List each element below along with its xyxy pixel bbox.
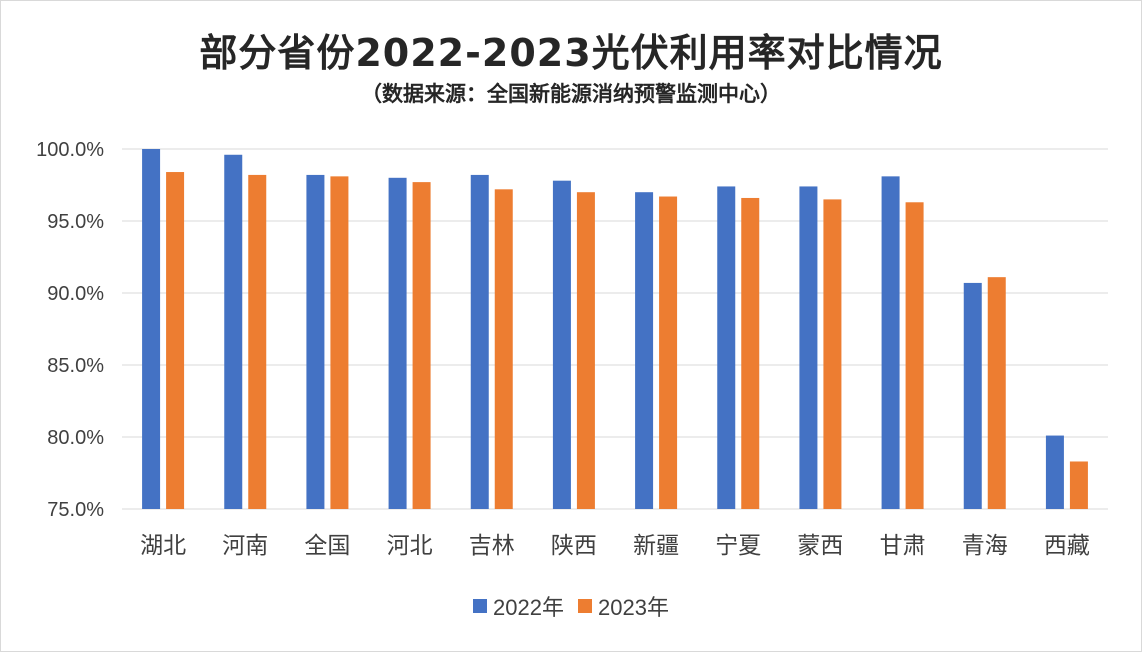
y-tick-label: 100.0%	[36, 139, 104, 161]
x-category-label: 青海	[962, 533, 1008, 559]
legend-swatch-2022	[473, 599, 488, 613]
chart-title: 部分省份2022-2023光伏利用率对比情况	[199, 31, 943, 75]
x-category-label: 河北	[387, 533, 433, 559]
y-tick-label: 75.0%	[47, 499, 104, 521]
bar-2023	[412, 182, 431, 509]
legend-item-2022: 2022年	[473, 590, 564, 622]
x-category-label: 蒙西	[797, 533, 843, 559]
bar-2022	[881, 176, 900, 510]
bar-2022	[1045, 435, 1064, 509]
x-category-label: 河南	[222, 533, 268, 559]
bar-2022	[635, 192, 654, 509]
x-category-label: 湖北	[140, 533, 186, 559]
bar-2022	[552, 180, 571, 509]
x-category-label: 甘肃	[880, 533, 926, 559]
bar-2022	[799, 186, 818, 509]
y-tick-label: 85.0%	[47, 355, 104, 377]
legend: 2022年 2023年	[0, 590, 1142, 622]
legend-swatch-2023	[578, 599, 592, 613]
bar-2023	[494, 189, 513, 509]
legend-label-2023: 2023年	[598, 595, 669, 620]
bar-2023	[905, 202, 924, 509]
y-tick-label: 95.0%	[47, 211, 104, 233]
bar-2023	[576, 192, 595, 509]
bar-2023	[166, 172, 185, 510]
bar-2022	[717, 186, 736, 509]
bar-2023	[248, 174, 267, 510]
x-category-label: 吉林	[469, 533, 515, 559]
bar-2022	[142, 149, 161, 509]
bar-2023	[659, 196, 678, 509]
bar-2022	[224, 154, 243, 509]
x-category-label: 西藏	[1044, 533, 1090, 559]
bar-2023	[987, 277, 1006, 509]
x-category-label: 宁夏	[715, 533, 761, 559]
bar-2023	[741, 197, 760, 509]
x-category-label: 新疆	[633, 533, 679, 559]
legend-item-2023: 2023年	[578, 590, 669, 622]
y-tick-label: 90.0%	[47, 283, 104, 305]
bar-2022	[470, 174, 489, 510]
bar-2023	[823, 199, 842, 509]
bar-2022	[388, 177, 407, 510]
y-tick-label: 80.0%	[47, 427, 104, 449]
chart-subtitle: （数据来源：全国新能源消纳预警监测中心）	[361, 82, 781, 106]
bar-2022	[963, 282, 982, 509]
x-category-label: 陕西	[551, 533, 597, 559]
bar-2023	[1069, 461, 1088, 509]
bar-2023	[330, 176, 349, 510]
bar-2022	[306, 174, 325, 510]
x-category-label: 全国	[304, 533, 350, 559]
legend-label-2022: 2022年	[493, 595, 564, 620]
